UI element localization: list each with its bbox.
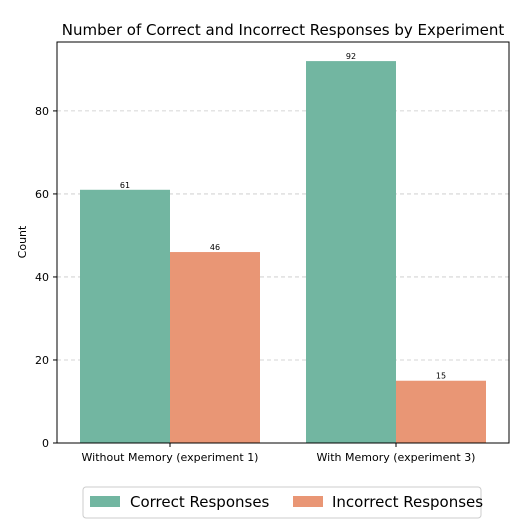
legend-label-correct: Correct Responses bbox=[130, 493, 270, 511]
y-axis-label: Count bbox=[16, 225, 29, 258]
data-label: 46 bbox=[210, 243, 220, 252]
y-tick-label: 80 bbox=[35, 105, 49, 118]
bar-correct-0 bbox=[80, 189, 170, 443]
chart-title: Number of Correct and Incorrect Response… bbox=[62, 21, 505, 39]
y-tick-label: 40 bbox=[35, 271, 49, 284]
y-axis-ticks: 0 20 40 60 80 bbox=[35, 105, 57, 450]
bar-incorrect-1 bbox=[396, 380, 486, 443]
legend: Correct Responses Incorrect Responses bbox=[82, 486, 483, 519]
data-label: 61 bbox=[120, 181, 130, 190]
data-label: 92 bbox=[346, 52, 356, 61]
legend-swatch-correct bbox=[90, 496, 120, 507]
grid-lines bbox=[57, 110, 509, 361]
data-labels: 61 46 92 15 bbox=[120, 52, 446, 381]
data-label: 15 bbox=[436, 372, 446, 381]
y-tick-label: 20 bbox=[35, 354, 49, 367]
x-axis-ticks: Without Memory (experiment 1) With Memory… bbox=[82, 443, 476, 464]
legend-label-incorrect: Incorrect Responses bbox=[332, 493, 483, 511]
y-tick-label: 60 bbox=[35, 188, 49, 201]
bar-incorrect-0 bbox=[170, 252, 260, 443]
plot-frame bbox=[56, 41, 510, 444]
x-tick-label: With Memory (experiment 3) bbox=[317, 451, 476, 464]
bars bbox=[80, 61, 486, 443]
legend-swatch-incorrect bbox=[293, 496, 323, 507]
y-tick-label: 0 bbox=[42, 437, 49, 450]
bar-correct-1 bbox=[306, 61, 396, 443]
legend-frame bbox=[82, 486, 482, 519]
x-tick-label: Without Memory (experiment 1) bbox=[82, 451, 259, 464]
